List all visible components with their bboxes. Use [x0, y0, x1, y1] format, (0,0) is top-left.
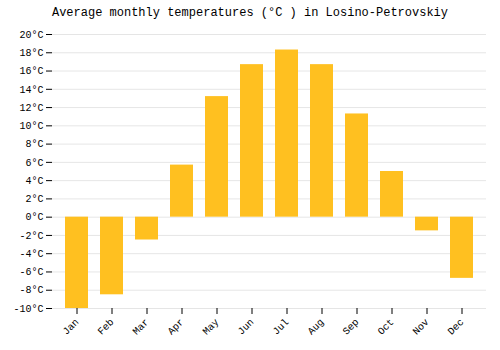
- svg-text:-2°C: -2°C: [19, 231, 43, 242]
- svg-text:Apr: Apr: [166, 317, 187, 338]
- svg-text:18°C: 18°C: [19, 48, 43, 59]
- svg-text:20°C: 20°C: [19, 30, 43, 41]
- svg-text:-4°C: -4°C: [19, 249, 43, 260]
- svg-text:-8°C: -8°C: [19, 285, 43, 296]
- svg-text:Jun: Jun: [236, 317, 257, 338]
- svg-text:Sep: Sep: [341, 317, 362, 338]
- svg-text:Aug: Aug: [306, 317, 327, 338]
- svg-text:2°C: 2°C: [25, 194, 43, 205]
- svg-text:May: May: [201, 317, 222, 338]
- svg-text:Feb: Feb: [96, 317, 117, 338]
- svg-text:Jul: Jul: [271, 317, 292, 338]
- svg-text:-6°C: -6°C: [19, 267, 43, 278]
- html-text:Average monthly temperatures (: Average monthly temperatures (°C ) in Lo…: [52, 6, 448, 20]
- svg-text:6°C: 6°C: [25, 158, 43, 169]
- svg-text:4°C: 4°C: [25, 176, 43, 187]
- svg-text:-10°C: -10°C: [13, 304, 43, 315]
- svg-text:12°C: 12°C: [19, 103, 43, 114]
- svg-text:Nov: Nov: [411, 317, 432, 338]
- svg-text:Oct: Oct: [376, 317, 397, 338]
- svg-text:16°C: 16°C: [19, 66, 43, 77]
- svg-text:0°C: 0°C: [25, 212, 43, 223]
- svg-text:Mar: Mar: [131, 317, 152, 338]
- svg-text:10°C: 10°C: [19, 121, 43, 132]
- svg-text:Dec: Dec: [446, 317, 467, 338]
- svg-text:8°C: 8°C: [25, 139, 43, 150]
- svg-text:Jan: Jan: [61, 317, 82, 338]
- svg-text:14°C: 14°C: [19, 85, 43, 96]
